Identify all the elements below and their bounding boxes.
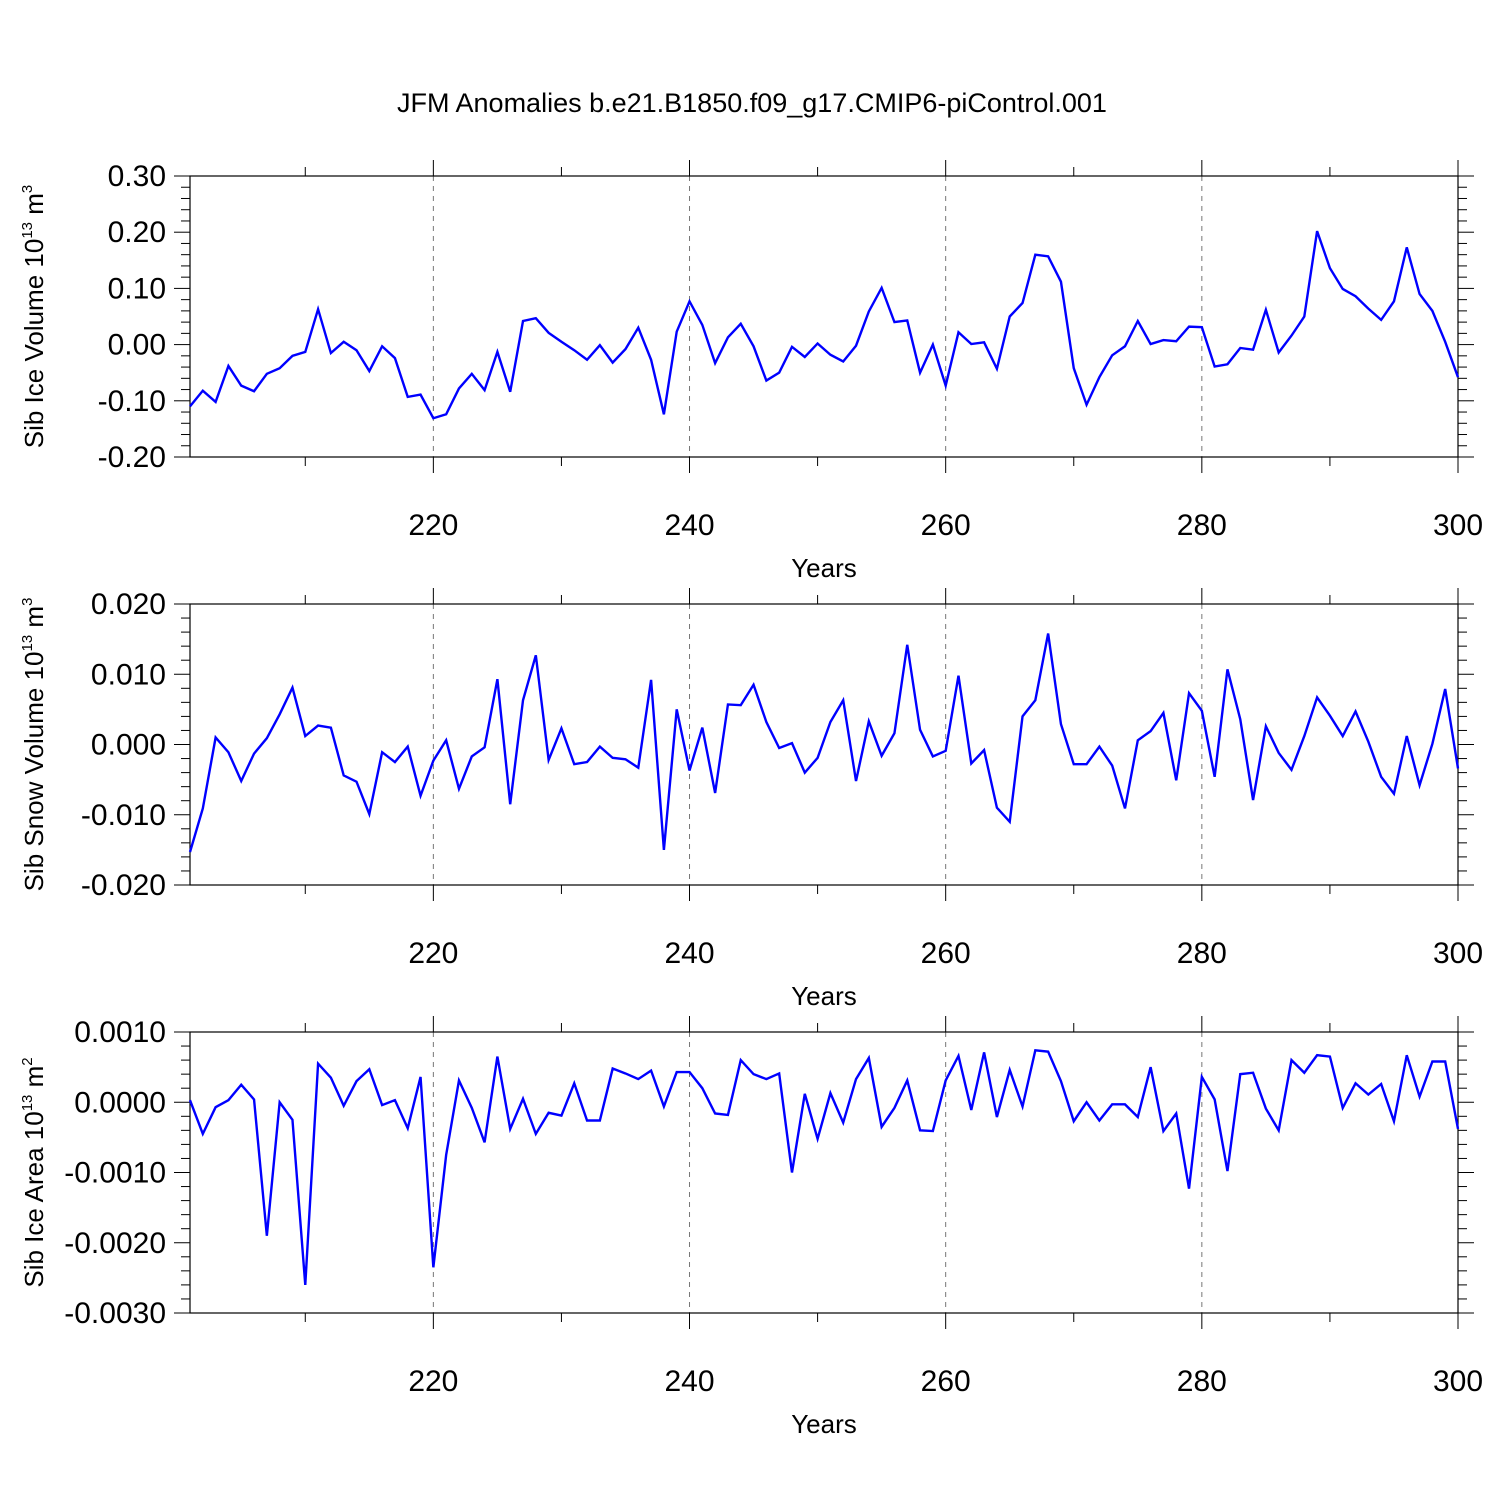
panel-ice-volume: -0.20 -0.10 0.00 0.10 0.20 0.30 220 240 260 280 30… [19, 160, 1483, 583]
panel-snow-volume: -0.020 -0.010 0.000 0.010 0.020 220 240 260 280 3… [19, 588, 1483, 1011]
x-tick-label: 280 [1177, 1365, 1227, 1398]
x-tick-label: 260 [921, 509, 971, 542]
x-tick-label: 260 [921, 937, 971, 970]
y-tick-label: 0.30 [108, 160, 166, 193]
y-tick-label: -0.010 [81, 799, 166, 832]
x-axis-label: Years [791, 1409, 857, 1439]
y-axis-label: Sib Snow Volume 1013 m3 [19, 598, 49, 892]
y-tick-label: 0.20 [108, 216, 166, 249]
chart-title: JFM Anomalies b.e21.B1850.f09_g17.CMIP6-… [397, 88, 1107, 118]
x-tick-label: 300 [1433, 1365, 1483, 1398]
x-tick-label: 260 [921, 1365, 971, 1398]
series-line-ice-volume [189, 230, 1460, 420]
x-tick-label: 280 [1177, 509, 1227, 542]
series-line-snow-volume [188, 633, 1460, 853]
plot-frame [189, 1031, 1459, 1314]
y-tick-label: 0.00 [108, 329, 166, 362]
y-tick-label: 0.0000 [74, 1086, 166, 1119]
y-tick-label: 0.000 [91, 729, 166, 762]
x-tick-label: 300 [1433, 509, 1483, 542]
y-tick-label: -0.0030 [64, 1297, 166, 1330]
series-line-ice-area [188, 1048, 1460, 1285]
y-axis-label: Sib Ice Volume 1013 m3 [19, 185, 49, 449]
x-tick-label: 240 [664, 1365, 714, 1398]
y-tick-label: 0.0010 [74, 1016, 166, 1049]
y-tick-label: -0.20 [98, 441, 166, 474]
x-tick-label: 240 [664, 937, 714, 970]
plot-frame [189, 603, 1459, 886]
x-tick-label: 300 [1433, 937, 1483, 970]
x-tick-label: 280 [1177, 937, 1227, 970]
x-tick-label: 220 [408, 1365, 458, 1398]
y-tick-label: 0.010 [91, 658, 166, 691]
y-tick-label: -0.0020 [64, 1227, 166, 1260]
y-tick-label: 0.020 [91, 588, 166, 621]
y-tick-label: 0.10 [108, 272, 166, 305]
plot-frame [189, 175, 1459, 458]
y-tick-label: -0.0010 [64, 1157, 166, 1190]
y-tick-label: -0.10 [98, 385, 166, 418]
x-tick-label: 220 [408, 509, 458, 542]
x-tick-label: 220 [408, 937, 458, 970]
panel-ice-area: -0.0030 -0.0020 -0.0010 0.0000 0.0010 220 240 2… [19, 1016, 1483, 1439]
x-tick-label: 240 [664, 509, 714, 542]
y-axis-label: Sib Ice Area 1013 m2 [19, 1057, 49, 1287]
y-tick-label: -0.020 [81, 869, 166, 902]
x-axis-label: Years [791, 981, 857, 1011]
x-axis-label: Years [791, 553, 857, 583]
